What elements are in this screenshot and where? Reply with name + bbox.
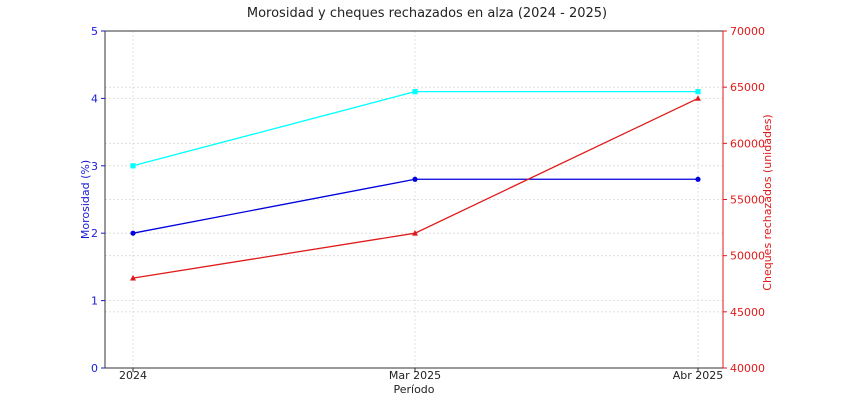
ticks-layer: 0 1 2 3 4 5 40000 45000 50000 55000 60000 65000 7000… [91,25,765,382]
y-axis-left-label: Morosidad (%) [79,160,92,239]
series-2-point [130,163,136,169]
y-right-tick-label: 45000 [730,306,765,319]
series-2-point [695,89,701,95]
series-3-point [130,274,136,281]
x-tick-label: 2024 [119,369,147,382]
y-left-tick-label: 3 [91,160,98,173]
y-right-tick-label: 65000 [730,81,765,94]
series-3-point [412,230,418,236]
y-left-tick-label: 1 [91,295,98,308]
series-layer [130,89,701,281]
series-2-point [412,89,418,95]
series-1-point [130,230,136,236]
y-right-tick-label: 50000 [730,250,765,263]
series-line-3 [132,97,699,279]
y-left-tick-label: 5 [91,25,98,38]
y-right-tick-label: 60000 [730,137,765,150]
y-right-tick-label: 55000 [730,194,765,207]
series-line-2 [132,91,698,167]
chart-title: Morosidad y cheques rechazados en alza (… [247,6,607,21]
series-1-point [412,176,418,182]
grid-layer [105,30,723,369]
series-line-1 [132,178,698,234]
y-left-tick-label: 2 [91,227,98,240]
x-axis-label: Período [393,383,434,396]
y-right-tick-label: 70000 [730,25,765,38]
series-3-point [695,95,701,101]
y-axis-right-label: Cheques rechazados (unidades) [761,114,774,290]
y-left-tick-label: 4 [91,92,98,105]
series-1-point [695,176,701,182]
x-tick-label: Mar 2025 [389,369,441,382]
x-tick-label: Abr 2025 [673,369,724,382]
y-left-tick-label: 0 [91,362,98,375]
y-right-tick-label: 40000 [730,362,765,375]
